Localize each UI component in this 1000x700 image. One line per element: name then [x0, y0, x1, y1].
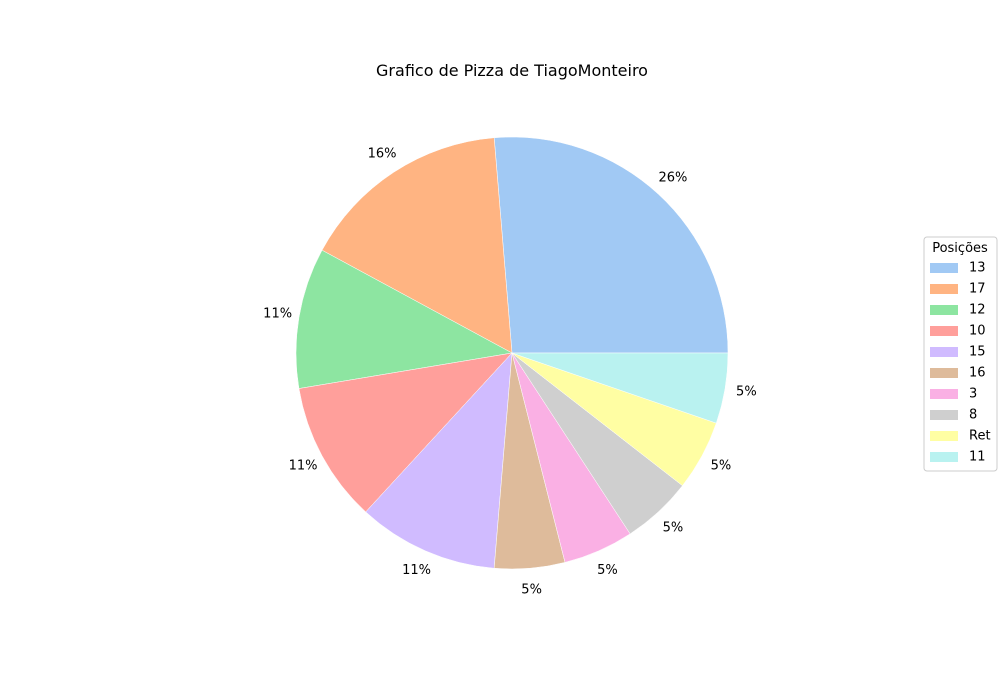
- legend-label-13: 13: [969, 261, 986, 276]
- legend-swatch-8: [930, 410, 958, 420]
- pie-slice-11: [511, 352, 729, 424]
- pct-label-ret: 5%: [711, 459, 732, 474]
- legend-swatch-11: [930, 452, 958, 462]
- legend-swatch-10: [930, 326, 958, 336]
- legend-swatch-3: [930, 389, 958, 399]
- legend-swatch-17: [930, 284, 958, 294]
- pie-slice-17: [321, 137, 513, 354]
- legend-items: 13 17 12 10 15 16 3 8 Ret 11: [930, 261, 991, 465]
- legend-swatch-ret: [930, 431, 958, 441]
- legend-label-10: 10: [969, 324, 986, 339]
- chart-title: Grafico de Pizza de TiagoMonteiro: [376, 61, 648, 80]
- legend-title: Posições: [932, 241, 988, 256]
- pie-slices: [295, 136, 729, 570]
- pie-slice-15: [365, 352, 513, 569]
- pct-label-17: 16%: [368, 147, 397, 162]
- pct-label-15: 11%: [402, 563, 431, 578]
- legend-label-17: 17: [969, 282, 986, 297]
- legend-swatch-12: [930, 305, 958, 315]
- pie-slice-13: [493, 136, 729, 354]
- legend: Posições 13 17 12 10 15 16 3 8 Ret 11: [923, 236, 998, 472]
- pct-label-12: 11%: [263, 306, 292, 321]
- legend-label-8: 8: [969, 408, 977, 423]
- pct-label-8: 5%: [663, 520, 684, 535]
- legend-label-11: 11: [969, 450, 986, 465]
- legend-swatch-13: [930, 263, 958, 273]
- pct-label-16: 5%: [521, 582, 542, 597]
- legend-label-12: 12: [969, 303, 986, 318]
- pct-label-3: 5%: [597, 563, 618, 578]
- percentage-labels: 26% 16% 11% 11% 11% 5% 5% 5% 5% 5%: [263, 147, 756, 598]
- pie-slice-10: [298, 352, 513, 513]
- pie-slice-12: [295, 249, 513, 389]
- legend-label-ret: Ret: [969, 429, 991, 444]
- legend-swatch-16: [930, 368, 958, 378]
- legend-label-3: 3: [969, 387, 977, 402]
- pct-label-13: 26%: [658, 171, 687, 186]
- legend-label-15: 15: [969, 345, 986, 360]
- pct-label-11: 5%: [736, 385, 757, 400]
- legend-swatch-15: [930, 347, 958, 357]
- legend-label-16: 16: [969, 366, 986, 381]
- pct-label-10: 11%: [289, 459, 318, 474]
